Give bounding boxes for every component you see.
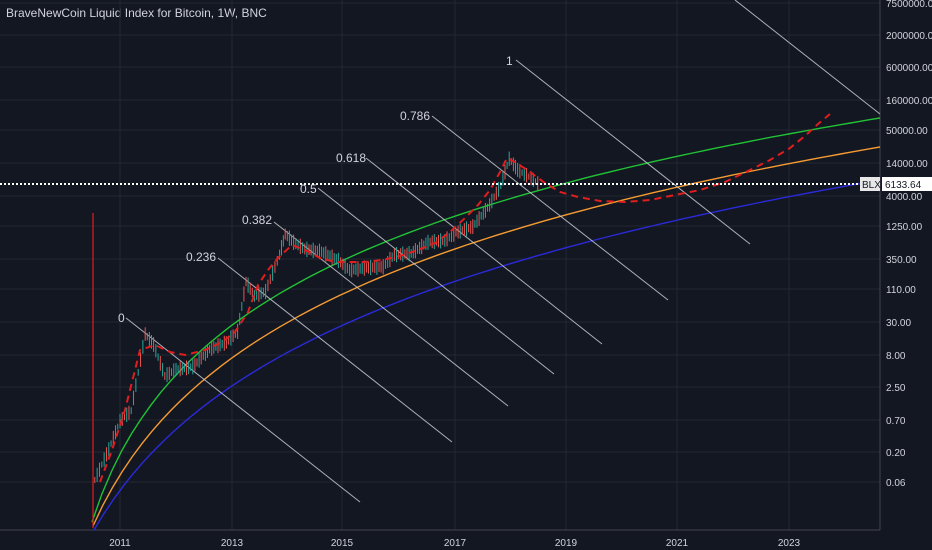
y-tick-label: 2000000.00 xyxy=(886,31,932,42)
x-tick-label: 2013 xyxy=(221,538,244,549)
chart-title: BraveNewCoin Liquid Index for Bitcoin, 1… xyxy=(6,6,267,20)
y-tick-label: 110.00 xyxy=(886,285,916,296)
y-tick-label: 30.00 xyxy=(886,318,911,329)
x-tick-label: 2019 xyxy=(555,538,578,549)
fib-label: 1 xyxy=(506,54,513,68)
price-symbol: BLX xyxy=(862,180,881,191)
y-tick-label: 1250.00 xyxy=(886,222,923,233)
y-tick-label: 14000.00 xyxy=(886,159,928,170)
y-tick-label: 7500000.00 xyxy=(886,0,932,10)
y-tick-label: 160000.00 xyxy=(886,96,932,107)
fib-label: 0.236 xyxy=(186,250,216,264)
fib-line xyxy=(515,59,751,245)
green-curve xyxy=(91,117,881,523)
orange-curve xyxy=(92,146,881,527)
y-tick-label: 50000.00 xyxy=(886,126,928,137)
x-tick-label: 2011 xyxy=(109,538,131,549)
price-value: 6133.64 xyxy=(885,180,922,191)
fib-line xyxy=(317,187,555,375)
y-tick-label: 4000.00 xyxy=(886,192,923,203)
fib-line xyxy=(365,157,603,345)
x-tick-label: 2021 xyxy=(666,538,689,549)
projection-dashed-line xyxy=(99,113,831,483)
y-tick-label: 0.20 xyxy=(886,448,906,459)
y-tick-label: 350.00 xyxy=(886,255,917,266)
y-tick-label: 0.70 xyxy=(886,416,906,427)
fib-line xyxy=(125,317,361,503)
fib-label: 0.382 xyxy=(242,213,272,227)
fib-line xyxy=(217,257,453,443)
y-tick-label: 2.50 xyxy=(886,383,906,394)
fib-line xyxy=(431,115,669,301)
y-tick-label: 600000.00 xyxy=(886,63,932,74)
fib-label: 0 xyxy=(118,311,125,325)
price-symbol-box xyxy=(860,177,880,191)
y-tick-label: 8.00 xyxy=(886,351,906,362)
x-tick-label: 2017 xyxy=(444,538,467,549)
y-tick-label: 0.06 xyxy=(886,478,906,489)
price-value-box xyxy=(882,177,932,191)
blue-curve xyxy=(93,179,881,531)
x-tick-label: 2015 xyxy=(331,538,354,549)
fib-line xyxy=(734,0,881,115)
fib-label: 0.5 xyxy=(300,182,317,196)
fib-label: 0.786 xyxy=(400,109,430,123)
x-tick-label: 2023 xyxy=(778,538,801,549)
fib-label: 0.618 xyxy=(336,151,366,165)
